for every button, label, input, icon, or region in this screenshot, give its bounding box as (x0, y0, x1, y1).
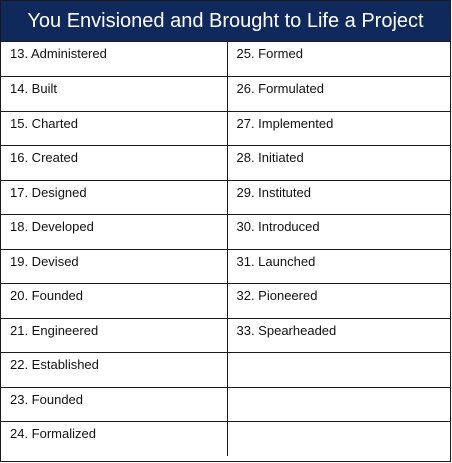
table-cell-right: 31. Launched (227, 249, 450, 284)
table-row: 20. Founded 32. Pioneered (1, 283, 450, 319)
verb-table: 13. Administered 25. Formed 14. Built 26… (1, 42, 450, 456)
table-cell-left: 14. Built (1, 76, 228, 112)
table-row: 13. Administered 25. Formed (1, 42, 450, 77)
table-cell-left: 21. Engineered (1, 318, 228, 353)
table-cell-left: 13. Administered (1, 42, 228, 77)
table-cell-left: 17. Designed (1, 180, 228, 215)
table-row: 19. Devised 31. Launched (1, 249, 450, 284)
table-cell-left: 20. Founded (1, 283, 228, 319)
table-cell-left: 22. Established (1, 352, 228, 388)
table-cell-left: 24. Formalized (1, 421, 228, 456)
table-row: 16. Created 28. Initiated (1, 145, 450, 181)
table-row: 15. Charted 27. Implemented (1, 111, 450, 146)
table-cell-right: 28. Initiated (227, 145, 450, 181)
table-row: 23. Founded (1, 387, 450, 422)
table-cell-right: 25. Formed (227, 42, 450, 77)
table-row: 22. Established (1, 352, 450, 388)
table-cell-right: 29. Instituted (227, 180, 450, 215)
table-cell-right (227, 422, 450, 457)
table-cell-right: 27. Implemented (227, 111, 450, 146)
table-row: 21. Engineered 33. Spearheaded (1, 318, 450, 353)
table-cell-right: 26. Formulated (227, 76, 450, 112)
table-cell-left: 16. Created (1, 145, 228, 181)
table-row: 24. Formalized (1, 421, 450, 457)
table-cell-left: 18. Developed (1, 214, 228, 250)
table-cell-right: 32. Pioneered (227, 283, 450, 319)
table-cell-right: 33. Spearheaded (227, 318, 450, 353)
table-row: 14. Built 26. Formulated (1, 76, 450, 112)
table-cell-right (227, 352, 450, 388)
table-cell-left: 19. Devised (1, 249, 228, 284)
table-row: 17. Designed 29. Instituted (1, 180, 450, 215)
table-cell-left: 23. Founded (1, 387, 228, 422)
page-title: You Envisioned and Brought to Life a Pro… (1, 1, 450, 42)
table-cell-left: 15. Charted (1, 111, 228, 146)
table-row: 18. Developed 30. Introduced (1, 214, 450, 250)
table-cell-right: 30. Introduced (227, 214, 450, 250)
table-cell-right (227, 387, 450, 422)
